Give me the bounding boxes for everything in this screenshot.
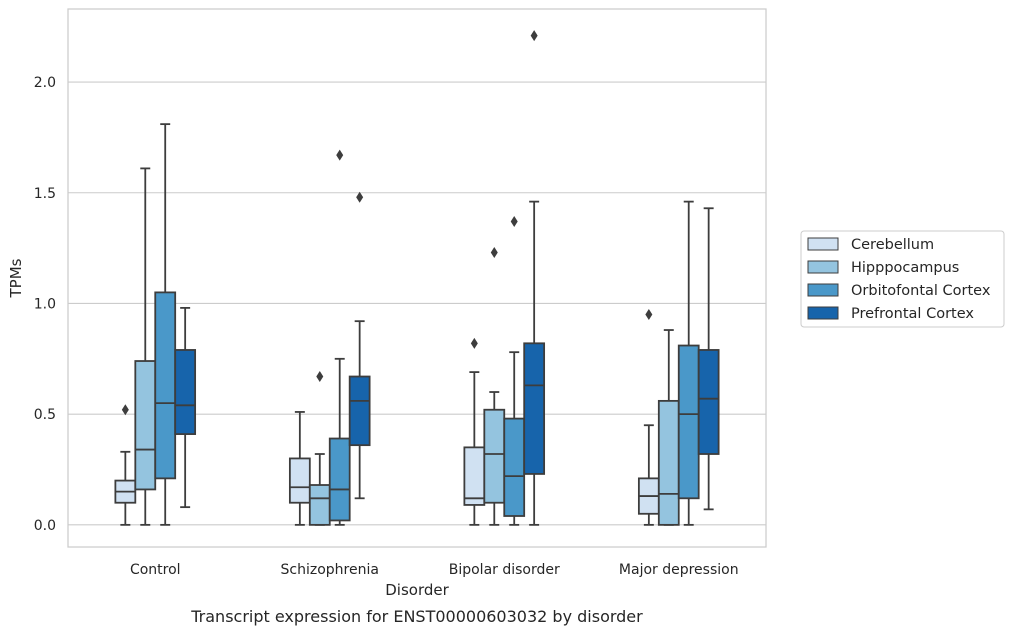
box-iqr <box>328 437 351 522</box>
outlier-point <box>316 371 324 383</box>
legend-swatch <box>807 260 839 274</box>
outlier-point <box>470 337 478 349</box>
legend: Cerebellum Hipppocampus Orbitofontal Corte… <box>800 230 1005 328</box>
y-tick-label: 0.5 <box>34 407 56 423</box>
box-iqr <box>657 399 680 526</box>
outlier-point <box>336 149 344 161</box>
box-iqr <box>523 342 546 475</box>
legend-swatch <box>807 283 839 297</box>
outlier-point <box>510 216 518 228</box>
box-cerebellum-1 <box>288 411 311 526</box>
box-hipppocampus-2 <box>483 247 506 526</box>
legend-swatch <box>807 237 839 251</box>
box-cerebellum-3 <box>637 309 660 526</box>
box-prefrontal-cortex-0 <box>174 306 197 509</box>
legend-label: Prefrontal Cortex <box>851 306 974 322</box>
box-prefrontal-cortex-2 <box>523 30 546 526</box>
legend-label: Cerebellum <box>851 237 934 253</box>
outlier-point <box>645 309 653 321</box>
box-iqr <box>348 375 371 447</box>
x-axis-ticks: Control Schizophrenia Bipolar disorder Majo… <box>130 562 739 578</box>
box-plots <box>114 30 720 526</box>
y-tick-label: 2.0 <box>34 75 56 91</box>
y-tick-label: 1.0 <box>34 296 56 312</box>
box-cerebellum-0 <box>114 404 137 526</box>
chart-caption: Transcript expression for ENST0000060303… <box>190 607 643 626</box>
box-orbitofontal-cortex-3 <box>677 200 700 526</box>
box-iqr <box>463 446 486 506</box>
legend-swatch <box>807 306 839 320</box>
box-iqr <box>483 408 506 504</box>
box-iqr <box>134 360 157 491</box>
box-hipppocampus-3 <box>657 329 680 526</box>
box-iqr <box>503 417 526 517</box>
outlier-point <box>490 247 498 259</box>
legend-label: Hipppocampus <box>851 260 959 276</box>
box-cerebellum-2 <box>463 337 486 526</box>
box-iqr <box>677 344 700 500</box>
y-tick-label: 1.5 <box>34 186 56 202</box>
x-axis-title: Disorder <box>385 581 449 599</box>
box-iqr <box>288 457 311 504</box>
x-tick-label: Control <box>130 562 181 578</box>
y-tick-label: 0.0 <box>34 518 56 534</box>
outlier-point <box>356 191 364 203</box>
box-iqr <box>697 349 720 455</box>
box-orbitofontal-cortex-0 <box>154 123 177 526</box>
box-iqr <box>154 291 177 480</box>
outlier-point <box>530 30 538 42</box>
box-hipppocampus-0 <box>134 167 157 526</box>
box-orbitofontal-cortex-1 <box>328 149 351 526</box>
plot-area <box>67 8 767 548</box>
box-prefrontal-cortex-3 <box>697 207 720 511</box>
legend-frame <box>800 230 1005 328</box>
y-axis-ticks: 0.0 0.5 1.0 1.5 2.0 <box>34 75 56 534</box>
box-orbitofontal-cortex-2 <box>503 216 526 526</box>
box-iqr <box>174 349 197 435</box>
outlier-point <box>121 404 129 416</box>
box-hipppocampus-1 <box>308 371 331 526</box>
box-iqr <box>308 484 331 526</box>
x-tick-label: Bipolar disorder <box>449 562 560 578</box>
y-axis-title: TPMs <box>7 258 25 298</box>
x-tick-label: Major depression <box>619 562 739 578</box>
legend-label: Orbitofontal Cortex <box>851 283 991 299</box>
x-tick-label: Schizophrenia <box>281 562 379 578</box>
box-prefrontal-cortex-1 <box>348 191 371 500</box>
